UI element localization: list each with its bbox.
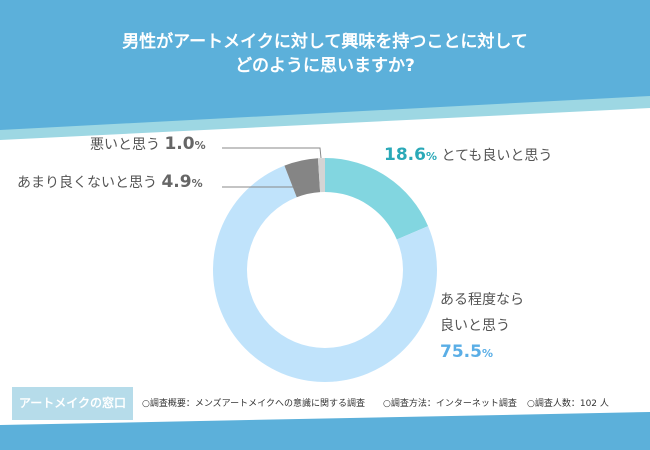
label-not-good-text: あまり良くないと思う (17, 175, 157, 191)
footer-banner (0, 412, 650, 450)
label-somewhat-good: ある程度なら 良いと思う 75.5% (440, 287, 524, 367)
label-very-good-value: 18.6 (384, 145, 426, 165)
label-bad-text: 悪いと思う (90, 137, 160, 153)
leader-line-bad (222, 147, 322, 159)
label-not-good: あまり良くないと思う 4.9% (17, 172, 203, 192)
label-not-good-value: 4.9 (161, 172, 192, 192)
label-very-good-text: とても良いと思う (441, 148, 553, 164)
label-very-good: 18.6% とても良いと思う (384, 145, 552, 165)
label-bad: 悪いと思う 1.0% (90, 134, 206, 154)
title-line-1: 男性がアートメイクに対して興味を持つことに対して (122, 32, 528, 52)
donut-slice-1 (213, 165, 437, 382)
survey-count: ○調査人数：102 人 (527, 399, 609, 409)
unit: % (481, 347, 493, 360)
survey-method: ○調査方法：インターネット調査 (383, 399, 517, 409)
title-line-2: どのように思いますか? (235, 56, 415, 76)
donut-slice-2 (284, 158, 321, 198)
header-banner (0, 0, 650, 130)
unit: % (425, 150, 437, 163)
donut-slice-3 (317, 158, 325, 193)
label-bad-value: 1.0 (164, 134, 195, 154)
page-title: 男性がアートメイクに対して興味を持つことに対して どのように思いますか? (0, 30, 650, 78)
label-somewhat-good-text-2: 良いと思う (440, 318, 510, 334)
unit: % (191, 177, 203, 190)
survey-summary: ○調査概要：メンズアートメイクへの意識に関する調査 (142, 399, 365, 409)
label-somewhat-good-value: 75.5 (440, 342, 482, 362)
donut-slice-0 (325, 158, 429, 240)
brand-badge: アートメイクの窓口 (12, 387, 133, 420)
unit: % (194, 139, 206, 152)
label-somewhat-good-text-1: ある程度なら (440, 292, 524, 308)
